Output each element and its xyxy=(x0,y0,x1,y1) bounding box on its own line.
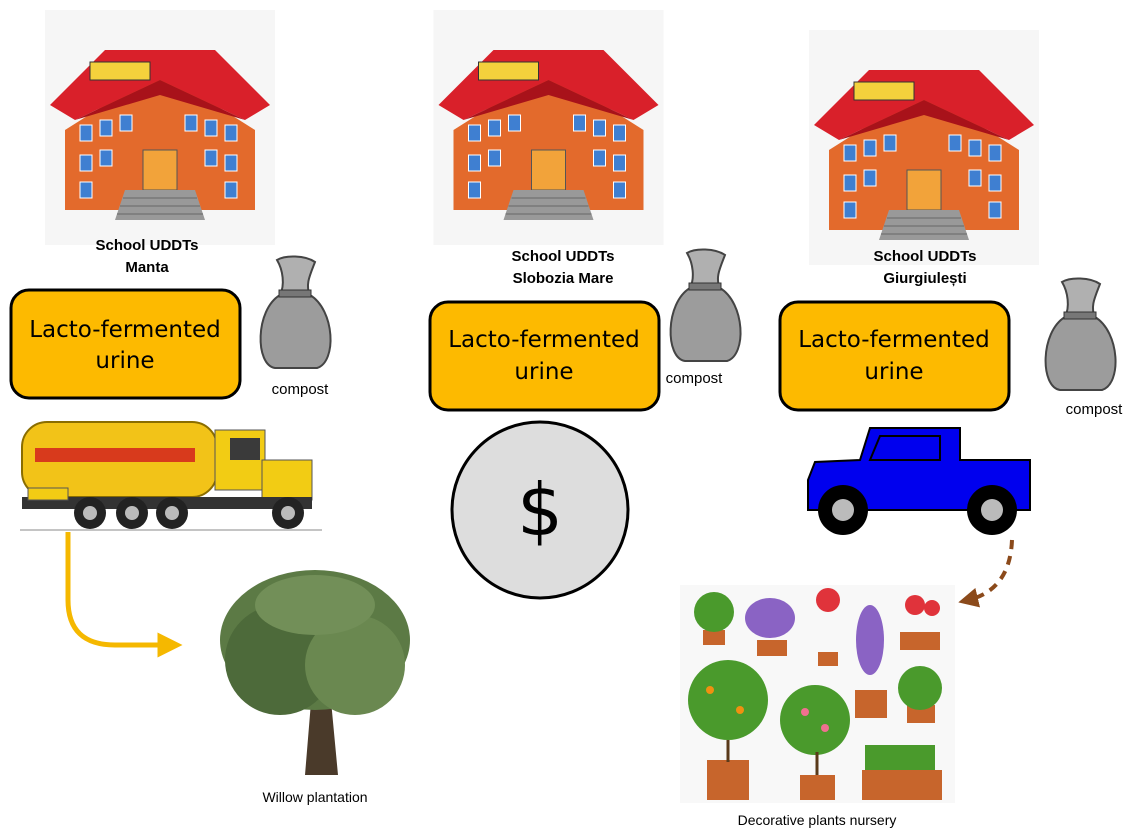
urine-box xyxy=(778,300,1011,412)
willow-tree xyxy=(220,570,410,775)
compost-bag xyxy=(259,255,332,369)
urine-label: Lacto-fermented xyxy=(798,327,990,353)
school-icon xyxy=(45,10,275,245)
urine-label: urine xyxy=(514,359,573,385)
flow-arrow xyxy=(65,532,183,658)
pickup-truck xyxy=(807,427,1031,535)
destination-label: Decorative plants nursery xyxy=(738,812,897,828)
school-icon xyxy=(808,30,1040,265)
urine-label: urine xyxy=(95,348,154,374)
school-label: School UDDTs xyxy=(873,248,976,265)
destination-label: Willow plantation xyxy=(262,789,367,805)
currency-symbol: $ xyxy=(517,468,563,552)
urine-label: Lacto-fermented xyxy=(448,327,640,353)
plant-nursery xyxy=(680,585,955,803)
compost-label: compost xyxy=(272,381,330,398)
school-label: Manta xyxy=(125,259,169,276)
urine-label: urine xyxy=(864,359,923,385)
compost-label: compost xyxy=(1066,401,1124,418)
tanker-truck xyxy=(20,421,322,531)
school-label: Slobozia Mare xyxy=(513,270,614,287)
urine-box xyxy=(9,288,242,400)
payment-circle xyxy=(450,420,630,600)
flow-arrow xyxy=(958,539,1014,608)
urine-box xyxy=(428,300,661,412)
urine-label: Lacto-fermented xyxy=(29,317,221,343)
school-label: Giurgiulești xyxy=(883,270,966,287)
school-label: School UDDTs xyxy=(95,237,198,254)
compost-bag xyxy=(1044,277,1117,391)
school-icon xyxy=(432,10,665,245)
compost-bag xyxy=(669,248,742,362)
school-label: School UDDTs xyxy=(511,248,614,265)
compost-label: compost xyxy=(666,370,724,387)
